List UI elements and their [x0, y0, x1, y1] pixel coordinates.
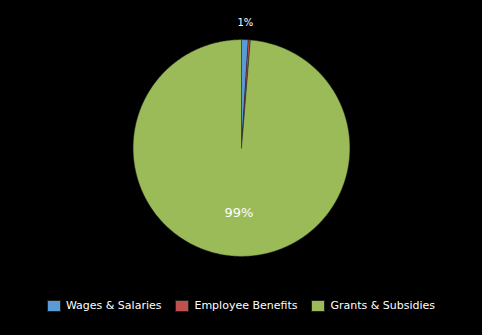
html-text:Grants & Subsidies: Grants & Subsidies [330, 299, 436, 312]
svg-text:1%: 1% [238, 17, 254, 28]
html-text:Wages & Salaries: Wages & Salaries [65, 299, 162, 312]
html-text:Employee Benefits: Employee Benefits [194, 299, 298, 312]
svg-text:99%: 99% [224, 205, 253, 220]
